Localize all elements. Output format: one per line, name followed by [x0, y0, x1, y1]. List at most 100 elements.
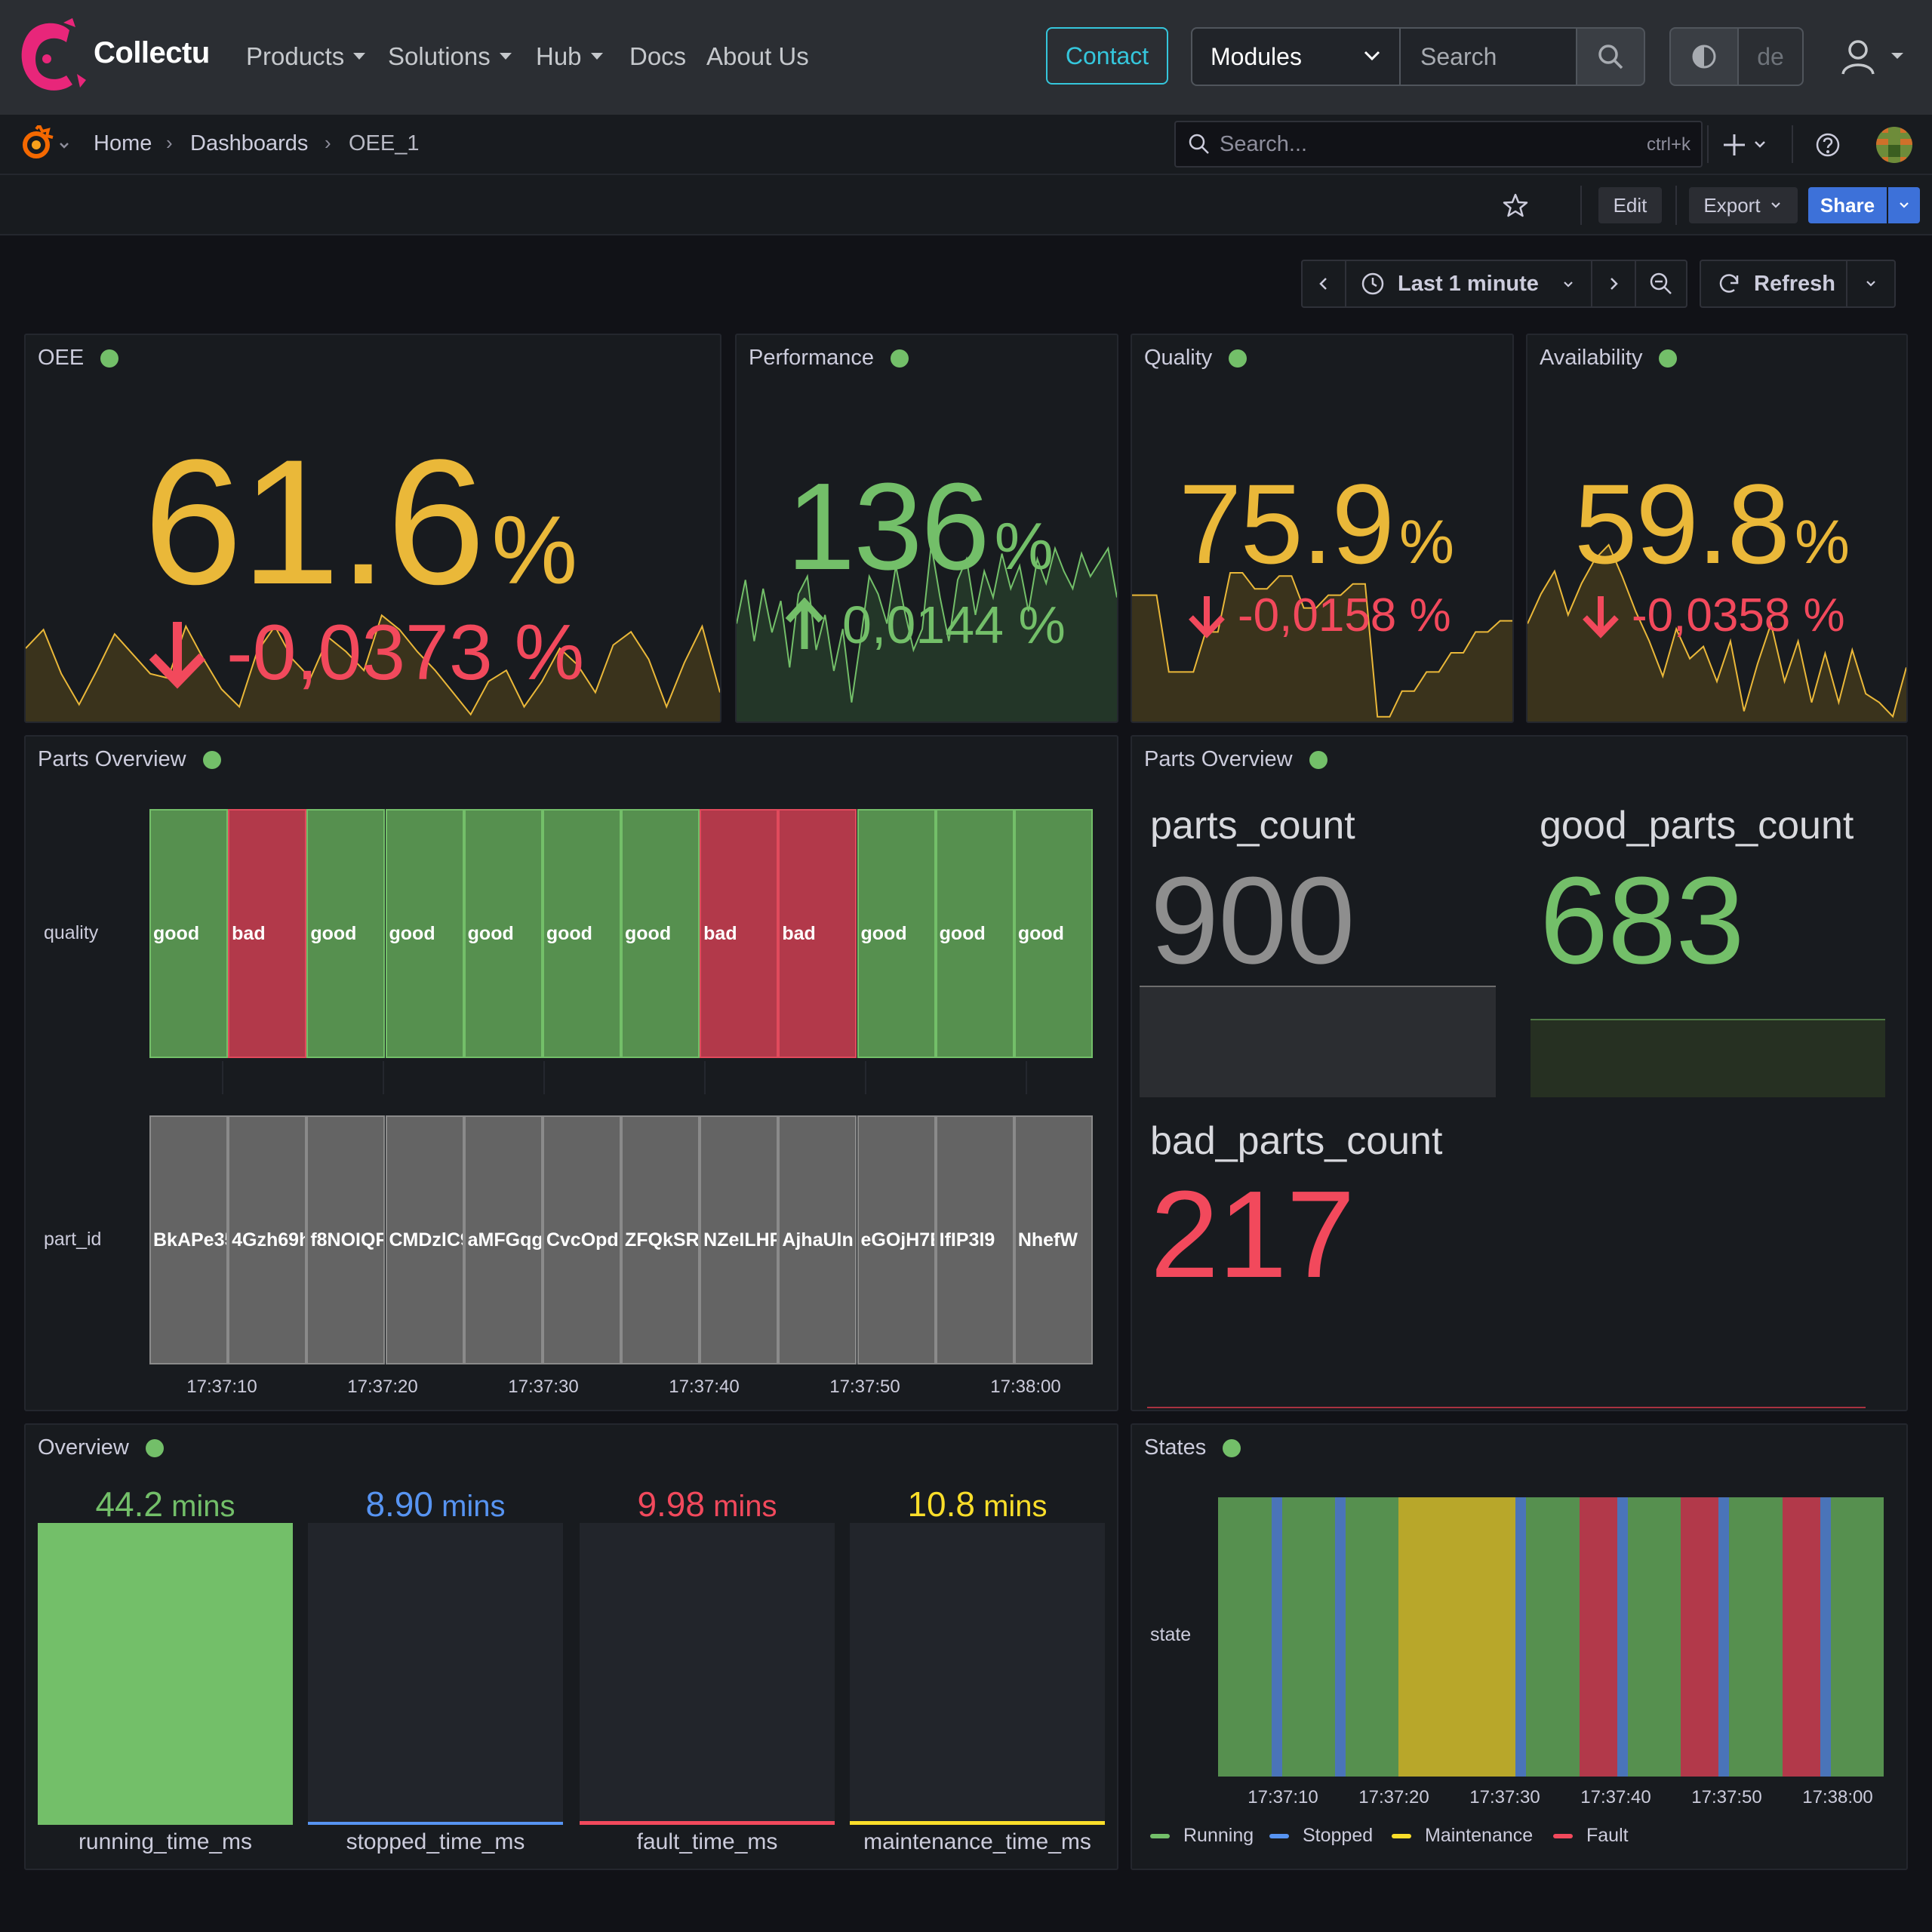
bar-value: 9.98 mins [580, 1484, 835, 1524]
bar-fill[interactable] [308, 1822, 563, 1825]
segment-good[interactable]: good [1014, 809, 1093, 1058]
dashboard-toolbar: Edit Export Share [0, 175, 1932, 235]
state-segment-stopped[interactable] [1271, 1497, 1282, 1777]
panel-oee[interactable]: OEE 61.6% -0,0373 % [24, 334, 721, 723]
star-icon[interactable] [1502, 192, 1529, 219]
state-segment-running[interactable] [1218, 1497, 1272, 1777]
state-segment-running[interactable] [1627, 1497, 1681, 1777]
panel-overview[interactable]: Overview 44.2 mins running_time_ms 8.90 mi… [24, 1423, 1118, 1870]
legend-item-running[interactable]: Running [1150, 1825, 1254, 1847]
panel-availability[interactable]: Availability 59.8% -0,0358 % [1526, 334, 1908, 723]
state-segment-running[interactable] [1830, 1497, 1884, 1777]
segment-part-id[interactable]: CvcOpdL [542, 1115, 621, 1364]
state-segment-stopped[interactable] [1820, 1497, 1831, 1777]
legend-item-maintenance[interactable]: Maintenance [1392, 1825, 1533, 1847]
segment-part-id[interactable]: CMDzlC9 [385, 1115, 464, 1364]
segment-part-id[interactable]: eGOjH7E [857, 1115, 936, 1364]
user-menu[interactable] [1838, 35, 1914, 80]
segment-part-id[interactable]: ZFQkSRB [621, 1115, 700, 1364]
time-forward-button[interactable] [1591, 260, 1636, 308]
nav-products[interactable]: Products [246, 42, 366, 71]
refresh-interval-button[interactable] [1846, 260, 1896, 308]
nav-docs[interactable]: Docs [629, 42, 687, 70]
theme-toggle-button[interactable] [1669, 27, 1739, 86]
grafana-search-input[interactable]: Search... ctrl+k [1174, 121, 1703, 168]
help-icon[interactable] [1814, 131, 1841, 158]
segment-good[interactable]: good [542, 809, 621, 1058]
segment-part-id[interactable]: AjhaUln [778, 1115, 857, 1364]
export-button[interactable]: Export [1689, 187, 1798, 223]
add-new-button[interactable] [1721, 128, 1770, 162]
panel-title-text: OEE [38, 346, 85, 370]
segment-good[interactable]: good [149, 809, 229, 1058]
x-axis-tick: 17:37:30 [508, 1377, 579, 1397]
segment-good[interactable]: good [621, 809, 700, 1058]
user-avatar[interactable] [1876, 127, 1912, 163]
segment-good[interactable]: good [857, 809, 936, 1058]
segment-good[interactable]: good [385, 809, 464, 1058]
panel-states[interactable]: States state 17:37:10 17:37:20 17:37:30 17:… [1131, 1423, 1908, 1870]
edit-button[interactable]: Edit [1598, 187, 1662, 223]
panel-performance[interactable]: Performance 136% 0,0144 % [735, 334, 1118, 723]
panel-parts-stats[interactable]: Parts Overview parts_count 900 good_part… [1131, 735, 1908, 1411]
state-segment-fault[interactable] [1782, 1497, 1820, 1777]
panel-parts-timeline[interactable]: Parts Overview quality part_id good bad go… [24, 735, 1118, 1411]
legend-item-stopped[interactable]: Stopped [1269, 1825, 1373, 1847]
segment-part-id[interactable]: NZeILHP [700, 1115, 779, 1364]
state-segment-running[interactable] [1526, 1497, 1580, 1777]
nav-solutions[interactable]: Solutions [388, 42, 512, 71]
segment-part-id[interactable]: f8NOIQF [306, 1115, 386, 1364]
state-segment-stopped[interactable] [1617, 1497, 1628, 1777]
search-button[interactable] [1576, 27, 1645, 86]
panel-quality[interactable]: Quality 75.9% -0,0158 % [1131, 334, 1514, 723]
state-segment-running[interactable] [1346, 1497, 1399, 1777]
segment-bad[interactable]: bad [700, 809, 779, 1058]
share-button[interactable]: Share [1808, 187, 1887, 223]
stat-value-bad-parts-count: 217 [1150, 1165, 1355, 1303]
state-segment-fault[interactable] [1579, 1497, 1617, 1777]
sparkline-chart [1527, 543, 1906, 721]
site-search-input[interactable]: Search [1399, 27, 1577, 86]
state-segment-fault[interactable] [1681, 1497, 1718, 1777]
grafana-logo-icon[interactable] [18, 125, 74, 165]
nav-about-us[interactable]: About Us [706, 42, 809, 70]
state-segment-stopped[interactable] [1335, 1497, 1346, 1777]
status-dot-icon [891, 349, 909, 368]
bar-fill[interactable] [580, 1821, 835, 1825]
nav-solutions-label: Solutions [388, 42, 491, 70]
state-segment-running[interactable] [1729, 1497, 1783, 1777]
refresh-button[interactable]: Refresh [1700, 260, 1847, 308]
bar-fill[interactable] [38, 1523, 293, 1825]
state-segment-stopped[interactable] [1718, 1497, 1729, 1777]
nav-hub[interactable]: Hub [536, 42, 603, 71]
legend-item-fault[interactable]: Fault [1553, 1825, 1629, 1847]
state-segment-stopped[interactable] [1515, 1497, 1526, 1777]
contact-button[interactable]: Contact [1046, 27, 1168, 85]
segment-bad[interactable]: bad [778, 809, 857, 1058]
segment-good[interactable]: good [306, 809, 386, 1058]
breadcrumb-home[interactable]: Home [94, 131, 152, 155]
bar-label: stopped_time_ms [346, 1829, 525, 1854]
share-dropdown-button[interactable] [1888, 187, 1920, 223]
breadcrumb-dashboards[interactable]: Dashboards [190, 131, 309, 155]
brand-name[interactable]: Collectu [94, 36, 210, 69]
segment-part-id[interactable]: BkAPe35 [149, 1115, 229, 1364]
arrow-down-icon [1189, 595, 1225, 638]
segment-part-id[interactable]: aMFGqgl [463, 1115, 543, 1364]
language-button[interactable]: de [1737, 27, 1804, 86]
collectu-logo-icon[interactable] [17, 17, 88, 95]
bar-fill[interactable] [850, 1821, 1105, 1825]
state-segment-maintenance[interactable] [1398, 1497, 1515, 1777]
time-range-picker[interactable]: Last 1 minute [1345, 260, 1592, 308]
zoom-out-button[interactable] [1635, 260, 1687, 308]
segment-good[interactable]: good [935, 809, 1014, 1058]
time-back-button[interactable] [1301, 260, 1346, 308]
segment-good[interactable]: good [463, 809, 543, 1058]
stat-title-parts-count: parts_count [1150, 804, 1355, 848]
segment-part-id[interactable]: 4Gzh69h [228, 1115, 307, 1364]
segment-part-id[interactable]: NhefW [1014, 1115, 1093, 1364]
segment-bad[interactable]: bad [228, 809, 307, 1058]
segment-part-id[interactable]: IfIP3l9 [935, 1115, 1014, 1364]
modules-select[interactable]: Modules [1191, 27, 1401, 86]
state-segment-running[interactable] [1281, 1497, 1335, 1777]
